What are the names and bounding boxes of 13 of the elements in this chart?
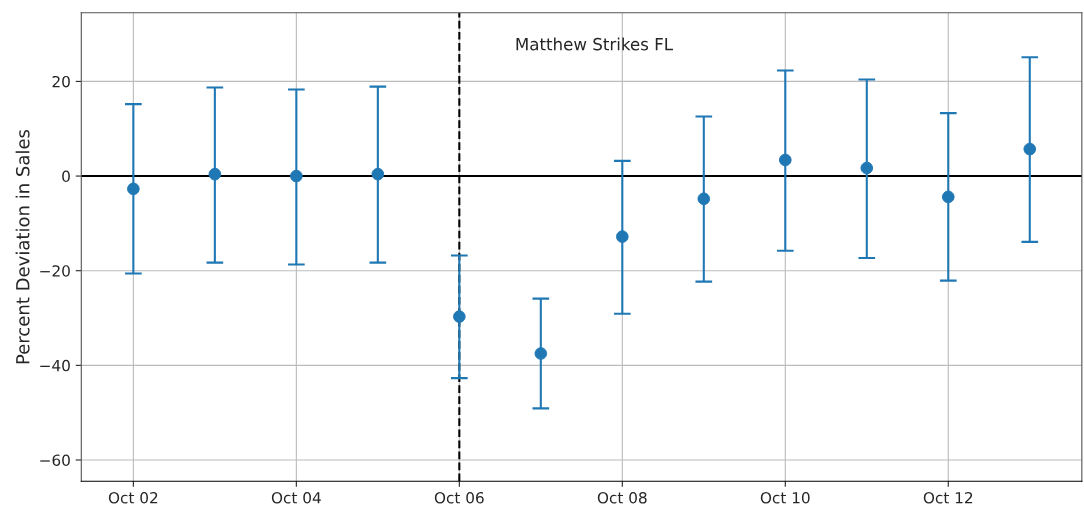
y-tick-label: 0 <box>62 170 70 183</box>
x-tick-label: Oct 08 <box>597 491 647 504</box>
y-tick-label: −40 <box>40 359 70 372</box>
x-tick-label: Oct 04 <box>271 491 321 504</box>
x-tick-label: Oct 12 <box>923 491 973 504</box>
y-tick-label: 20 <box>52 75 70 88</box>
y-tick-label: −60 <box>40 454 70 467</box>
y-axis-title: Percent Deviation in Sales <box>15 129 30 364</box>
x-tick-label: Oct 06 <box>434 491 484 504</box>
ref-line-label: Matthew Strikes FL <box>516 37 673 51</box>
y-tick-label: −20 <box>40 265 70 277</box>
x-tick-label: Oct 02 <box>108 491 158 504</box>
x-tick-label: Oct 10 <box>760 491 810 504</box>
